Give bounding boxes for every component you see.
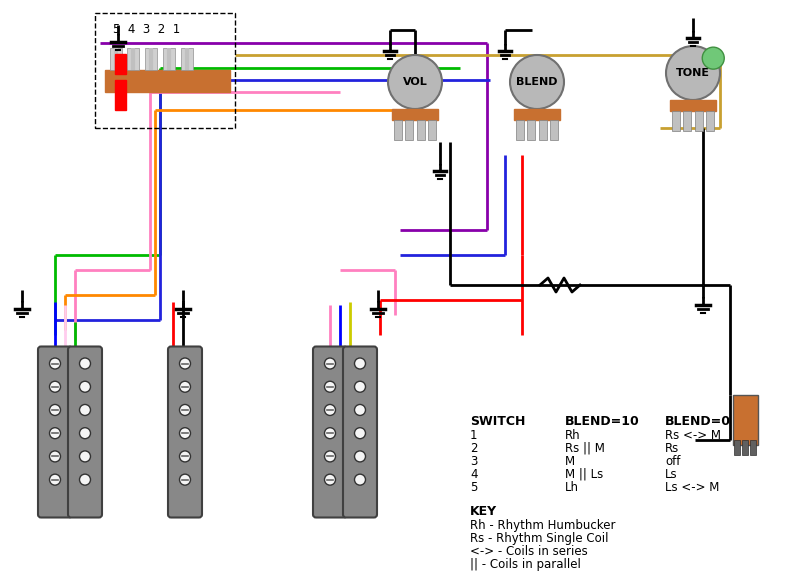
Bar xyxy=(750,440,756,455)
Circle shape xyxy=(324,358,335,369)
Circle shape xyxy=(355,451,366,462)
Text: KEY: KEY xyxy=(470,505,497,518)
FancyBboxPatch shape xyxy=(168,346,202,518)
Circle shape xyxy=(49,381,60,392)
Circle shape xyxy=(180,474,191,485)
Circle shape xyxy=(703,47,725,69)
Circle shape xyxy=(79,358,90,369)
Text: Rs <-> M: Rs <-> M xyxy=(665,429,721,442)
Bar xyxy=(110,48,122,70)
Bar xyxy=(706,111,714,131)
Bar xyxy=(528,120,535,140)
Circle shape xyxy=(180,451,191,462)
Text: Rh - Rhythm Humbucker: Rh - Rhythm Humbucker xyxy=(470,519,615,532)
Circle shape xyxy=(324,381,335,392)
Circle shape xyxy=(666,46,720,100)
Bar xyxy=(672,111,680,131)
Bar xyxy=(417,120,425,140)
Text: M || Ls: M || Ls xyxy=(565,468,603,481)
Circle shape xyxy=(324,474,335,485)
FancyBboxPatch shape xyxy=(38,346,72,518)
Text: 2: 2 xyxy=(470,442,477,455)
Text: BLEND: BLEND xyxy=(517,77,558,87)
Text: Ls: Ls xyxy=(665,468,677,481)
Bar xyxy=(405,120,413,140)
Bar xyxy=(105,70,230,92)
Circle shape xyxy=(180,404,191,415)
Bar xyxy=(683,111,692,131)
Text: off: off xyxy=(665,455,681,468)
Circle shape xyxy=(355,404,366,415)
Text: BLEND=0: BLEND=0 xyxy=(665,415,731,428)
Bar xyxy=(429,120,436,140)
Bar xyxy=(115,54,126,74)
Circle shape xyxy=(79,451,90,462)
Circle shape xyxy=(79,381,90,392)
Circle shape xyxy=(49,404,60,415)
Circle shape xyxy=(79,404,90,415)
Circle shape xyxy=(180,381,191,392)
Bar xyxy=(516,120,524,140)
Bar xyxy=(394,120,402,140)
Text: Rh: Rh xyxy=(565,429,581,442)
Bar xyxy=(392,109,438,120)
Text: Rs: Rs xyxy=(665,442,679,455)
Circle shape xyxy=(324,404,335,415)
Text: Ls <-> M: Ls <-> M xyxy=(665,481,719,494)
Circle shape xyxy=(79,474,90,485)
Circle shape xyxy=(180,358,191,369)
Text: Lh: Lh xyxy=(565,481,579,494)
Text: M: M xyxy=(565,455,575,468)
Circle shape xyxy=(355,381,366,392)
Text: SWITCH: SWITCH xyxy=(470,415,525,428)
Text: <-> - Coils in series: <-> - Coils in series xyxy=(470,545,588,558)
Circle shape xyxy=(355,474,366,485)
Text: 1: 1 xyxy=(470,429,477,442)
Circle shape xyxy=(388,55,442,109)
Bar xyxy=(163,48,175,70)
Bar xyxy=(145,48,157,70)
Text: Rs || M: Rs || M xyxy=(565,442,605,455)
Circle shape xyxy=(79,428,90,439)
Text: 5: 5 xyxy=(470,481,477,494)
FancyBboxPatch shape xyxy=(313,346,347,518)
Text: TONE: TONE xyxy=(676,68,710,78)
Text: Rs - Rhythm Single Coil: Rs - Rhythm Single Coil xyxy=(470,532,608,545)
Bar xyxy=(181,48,193,70)
Circle shape xyxy=(49,474,60,485)
FancyBboxPatch shape xyxy=(68,346,102,518)
Circle shape xyxy=(49,451,60,462)
Bar xyxy=(550,120,558,140)
FancyBboxPatch shape xyxy=(343,346,377,518)
Circle shape xyxy=(355,428,366,439)
Circle shape xyxy=(510,55,564,109)
Bar xyxy=(514,109,560,120)
Text: || - Coils in parallel: || - Coils in parallel xyxy=(470,558,581,571)
Bar xyxy=(115,80,126,110)
Bar xyxy=(670,100,716,111)
Bar xyxy=(733,395,758,445)
Text: 5  4  3  2  1: 5 4 3 2 1 xyxy=(113,23,181,36)
Bar xyxy=(734,440,740,455)
Bar xyxy=(742,440,748,455)
Text: BLEND=10: BLEND=10 xyxy=(565,415,640,428)
Text: VOL: VOL xyxy=(403,77,427,87)
Circle shape xyxy=(324,451,335,462)
Circle shape xyxy=(49,428,60,439)
Bar xyxy=(695,111,703,131)
Circle shape xyxy=(180,428,191,439)
Text: 4: 4 xyxy=(470,468,477,481)
Bar xyxy=(95,13,235,128)
Bar xyxy=(127,48,139,70)
Circle shape xyxy=(49,358,60,369)
Circle shape xyxy=(355,358,366,369)
Text: 3: 3 xyxy=(470,455,477,468)
Circle shape xyxy=(324,428,335,439)
Bar xyxy=(539,120,546,140)
